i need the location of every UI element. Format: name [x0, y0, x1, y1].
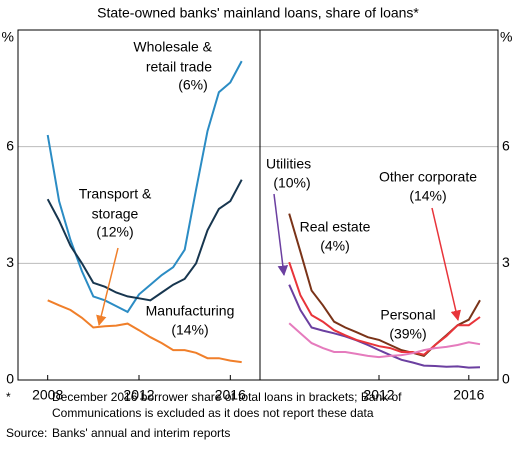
chart-subtitle: State-owned banks' mainland loans, share…: [97, 5, 419, 21]
annotation-arrow: [96, 247, 119, 327]
annotation-arrow: [273, 193, 289, 277]
y-tick-label: 3: [6, 254, 14, 270]
y-tick-label: 6: [502, 137, 510, 153]
series-share: (12%): [96, 224, 133, 240]
y-unit: %: [2, 29, 14, 45]
series-line: [47, 299, 242, 364]
y-tick-label: 0: [502, 371, 510, 387]
x-tick-label: 2016: [453, 387, 484, 403]
series-line: [288, 322, 481, 359]
y-tick-label: 6: [6, 137, 14, 153]
y-unit: %: [500, 29, 512, 45]
plot-frame: [17, 29, 499, 381]
series-label: retail trade: [146, 59, 212, 75]
series-share: (4%): [320, 238, 350, 254]
x-tick-label: 2008: [32, 387, 63, 403]
series-line: [288, 284, 481, 369]
note-marker: Source:: [6, 426, 47, 440]
y-tick-label: 0: [6, 371, 14, 387]
series-label: Real estate: [300, 219, 371, 235]
note-marker: *: [6, 390, 11, 404]
series-share: (14%): [409, 188, 446, 204]
series-label: Transport &: [79, 186, 152, 202]
series-label: Manufacturing: [146, 303, 235, 319]
series-label: storage: [92, 206, 139, 222]
series-line: [46, 60, 243, 314]
series-label: Utilities: [266, 156, 311, 172]
series-label: Personal: [380, 307, 435, 323]
series-line: [46, 179, 243, 302]
series-label: Other corporate: [379, 169, 477, 185]
note-text: Banks' annual and interim reports: [52, 426, 230, 440]
series-share: (14%): [171, 322, 208, 338]
x-tick-label: 2012: [363, 387, 394, 403]
note-text: December 2016 borrower share of total lo…: [52, 390, 402, 404]
x-tick-label: 2012: [123, 387, 154, 403]
series-share: (10%): [273, 175, 310, 191]
x-tick-label: 2016: [215, 387, 246, 403]
note-text: Communications is excluded as it does no…: [52, 406, 374, 420]
series-line: [288, 213, 481, 358]
series-label: Wholesale &: [133, 39, 212, 55]
series-share: (6%): [178, 77, 208, 93]
y-tick-label: 3: [502, 254, 510, 270]
annotation-arrow: [431, 207, 461, 322]
series-share: (39%): [389, 326, 426, 342]
series-line: [288, 261, 481, 356]
